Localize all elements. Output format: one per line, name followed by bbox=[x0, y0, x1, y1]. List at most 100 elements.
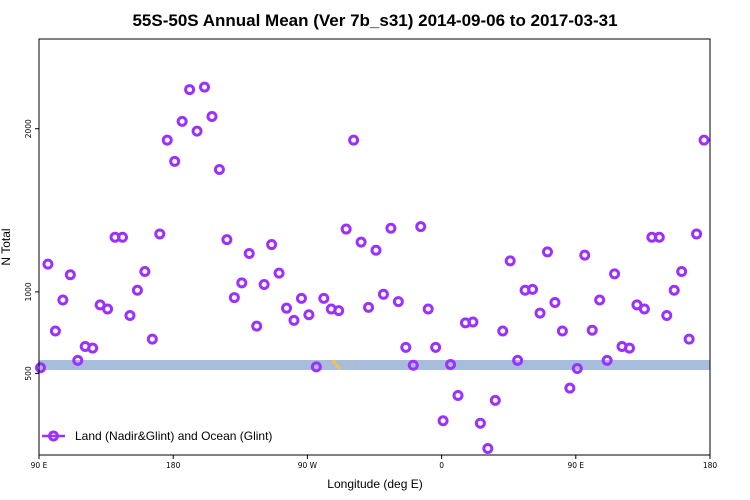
data-point bbox=[556, 325, 568, 337]
data-point bbox=[415, 221, 427, 233]
markers bbox=[34, 81, 710, 454]
data-point bbox=[661, 310, 673, 322]
data-point bbox=[385, 222, 397, 234]
data-point bbox=[340, 223, 352, 235]
y-axis-ticks: 500 1000 2000 bbox=[24, 119, 39, 381]
x-axis-label: Longitude (deg E) bbox=[327, 477, 422, 491]
data-point bbox=[191, 125, 203, 137]
plot-area bbox=[34, 38, 711, 456]
chart-title: 55S-50S Annual Mean (Ver 7b_s31) 2014-09… bbox=[132, 11, 617, 30]
data-point bbox=[586, 324, 598, 336]
data-point bbox=[72, 354, 84, 366]
data-point bbox=[638, 303, 650, 315]
data-point bbox=[161, 134, 173, 146]
data-point bbox=[534, 307, 546, 319]
data-point bbox=[243, 248, 255, 260]
data-point bbox=[355, 236, 367, 248]
data-point bbox=[579, 249, 591, 261]
data-point bbox=[668, 284, 680, 296]
x-tick-label: 90 W bbox=[298, 461, 318, 470]
data-point bbox=[430, 341, 442, 353]
data-point bbox=[549, 296, 561, 308]
data-point bbox=[363, 301, 375, 313]
data-point bbox=[594, 294, 606, 306]
data-point bbox=[199, 81, 211, 93]
data-point bbox=[437, 415, 449, 427]
x-axis-ticks: 90 E 180 90 W 0 90 E 180 bbox=[31, 455, 718, 470]
data-point bbox=[609, 268, 621, 280]
data-point bbox=[676, 265, 688, 277]
data-point bbox=[601, 354, 613, 366]
data-point bbox=[288, 314, 300, 326]
data-point bbox=[273, 267, 285, 279]
data-point bbox=[206, 110, 218, 122]
data-point bbox=[400, 341, 412, 353]
data-point bbox=[474, 417, 486, 429]
data-point bbox=[117, 231, 129, 243]
y-tick-label: 2000 bbox=[24, 119, 33, 138]
land-band bbox=[39, 360, 710, 370]
data-point bbox=[49, 325, 61, 337]
data-point bbox=[571, 363, 583, 375]
data-point bbox=[236, 277, 248, 289]
land-patch-dot bbox=[337, 366, 341, 370]
y-axis-label: N Total bbox=[0, 228, 13, 265]
data-point bbox=[102, 303, 114, 315]
x-tick-label: 90 E bbox=[31, 461, 48, 470]
y-tick-label: 500 bbox=[24, 366, 33, 381]
data-point bbox=[512, 354, 524, 366]
data-point bbox=[370, 244, 382, 256]
data-point bbox=[691, 228, 703, 240]
data-point bbox=[131, 284, 143, 296]
data-point bbox=[564, 382, 576, 394]
land-patch-dot bbox=[351, 362, 353, 364]
x-tick-label: 0 bbox=[439, 461, 444, 470]
plot-frame bbox=[38, 38, 711, 456]
data-point bbox=[452, 389, 464, 401]
data-point bbox=[653, 231, 665, 243]
data-point bbox=[34, 362, 46, 374]
data-point bbox=[251, 320, 263, 332]
data-point bbox=[333, 305, 345, 317]
data-point bbox=[683, 333, 695, 345]
data-point bbox=[169, 155, 181, 167]
data-point bbox=[176, 115, 188, 127]
data-point bbox=[407, 359, 419, 371]
data-point bbox=[184, 84, 196, 96]
y-tick-label: 1000 bbox=[24, 282, 33, 301]
data-point bbox=[377, 288, 389, 300]
data-point bbox=[497, 325, 509, 337]
data-point bbox=[527, 283, 539, 295]
x-tick-label: 90 E bbox=[567, 461, 584, 470]
data-point bbox=[139, 265, 151, 277]
data-point bbox=[504, 255, 516, 267]
data-point bbox=[124, 310, 136, 322]
data-point bbox=[258, 279, 270, 291]
data-point bbox=[623, 342, 635, 354]
data-point bbox=[392, 296, 404, 308]
land-patch bbox=[331, 359, 353, 370]
data-point bbox=[445, 358, 457, 370]
data-point bbox=[42, 258, 54, 270]
legend-label: Land (Nadir&Glint) and Ocean (Glint) bbox=[75, 429, 272, 443]
data-point bbox=[213, 164, 225, 176]
data-point bbox=[467, 316, 479, 328]
data-point bbox=[318, 292, 330, 304]
data-point bbox=[541, 246, 553, 258]
data-point bbox=[698, 134, 710, 146]
data-point bbox=[87, 342, 99, 354]
legend-marker bbox=[48, 430, 59, 442]
data-point bbox=[154, 228, 166, 240]
data-point bbox=[310, 361, 322, 373]
data-point bbox=[221, 234, 233, 246]
data-point bbox=[303, 309, 315, 321]
data-point bbox=[489, 394, 501, 406]
x-tick-label: 180 bbox=[703, 461, 718, 470]
data-point bbox=[228, 292, 240, 304]
legend: Land (Nadir&Glint) and Ocean (Glint) bbox=[42, 429, 272, 443]
data-point bbox=[266, 239, 278, 251]
data-point bbox=[64, 269, 76, 281]
data-point bbox=[482, 442, 494, 454]
data-point bbox=[348, 134, 360, 146]
